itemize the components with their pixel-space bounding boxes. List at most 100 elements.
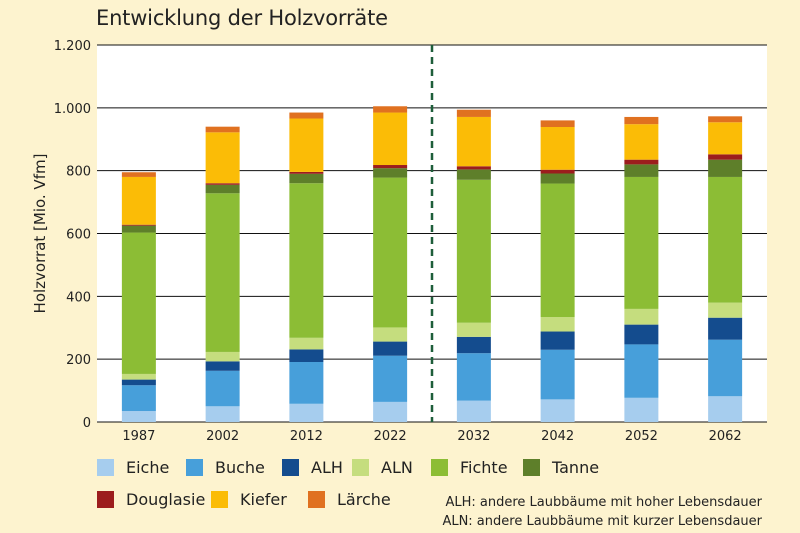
- footnote-aln: ALN: andere Laubbäume mit kurzer Lebensd…: [442, 514, 762, 529]
- bar-douglasie-2022: [373, 165, 408, 169]
- bar-douglasie-2062: [708, 154, 743, 160]
- bar-douglasie-2012: [289, 171, 324, 174]
- bar-eiche-1987: [121, 411, 156, 422]
- x-tick-label: 2042: [541, 429, 574, 444]
- legend-item-fichte: Fichte: [431, 458, 508, 477]
- bar-aln-2032: [456, 322, 491, 337]
- bar-fichte-1987: [121, 232, 156, 374]
- x-tick-label: 2002: [206, 429, 239, 444]
- legend-item-douglasie: Douglasie: [97, 490, 205, 509]
- y-tick-label: 1.000: [54, 102, 91, 117]
- legend-label-kiefer: Kiefer: [240, 490, 287, 509]
- bar-aln-2062: [708, 302, 743, 318]
- bar-alh-2012: [289, 349, 324, 362]
- bar-buche-1987: [121, 385, 156, 412]
- bar-alh-2022: [373, 341, 408, 356]
- bar-kiefer-2012: [289, 118, 324, 172]
- y-tick-label: 200: [66, 353, 91, 368]
- legend-item-aln: ALN: [352, 458, 413, 477]
- legend-item-tanne: Tanne: [523, 458, 599, 477]
- bar-buche-2022: [373, 355, 408, 402]
- bar-buche-2032: [456, 353, 491, 401]
- bar-aln-1987: [121, 373, 156, 380]
- legend-item-eiche: Eiche: [97, 458, 169, 477]
- legend-label-douglasie: Douglasie: [126, 490, 206, 509]
- bar-kiefer-2032: [456, 116, 491, 167]
- bar-tanne-2062: [708, 159, 743, 177]
- legend-label-laerche: Lärche: [337, 490, 391, 509]
- bar-fichte-2022: [373, 177, 408, 328]
- bar-eiche-2002: [205, 406, 240, 422]
- bar-tanne-1987: [121, 225, 156, 233]
- x-tick-label: 2032: [457, 429, 490, 444]
- bar-eiche-2042: [540, 399, 575, 422]
- bar-kiefer-2052: [624, 124, 659, 160]
- bar-lrche-2042: [540, 120, 575, 127]
- bar-eiche-2022: [373, 401, 408, 422]
- x-tick-label: 2062: [709, 429, 742, 444]
- bar-aln-2052: [624, 308, 659, 325]
- bar-kiefer-1987: [121, 176, 156, 225]
- bar-douglasie-1987: [121, 224, 156, 226]
- bar-alh-2002: [205, 361, 240, 371]
- bar-douglasie-2002: [205, 183, 240, 185]
- bar-lrche-2012: [289, 112, 324, 119]
- bar-fichte-2042: [540, 183, 575, 318]
- legend-label-buche: Buche: [215, 458, 265, 477]
- bar-aln-2022: [373, 327, 408, 342]
- y-tick-label: 600: [66, 228, 91, 243]
- bar-lrche-2052: [624, 116, 659, 125]
- bar-lrche-2032: [456, 109, 491, 117]
- legend-label-eiche: Eiche: [126, 458, 170, 477]
- bar-fichte-2012: [289, 183, 324, 338]
- bar-alh-1987: [121, 379, 156, 386]
- legend-item-alh: ALH: [282, 458, 343, 477]
- legend-label-fichte: Fichte: [460, 458, 508, 477]
- bar-alh-2032: [456, 336, 491, 354]
- bar-lrche-2062: [708, 116, 743, 123]
- legend-item-kiefer: Kiefer: [211, 490, 287, 509]
- x-tick-label: 2012: [290, 429, 323, 444]
- bar-buche-2062: [708, 339, 743, 397]
- y-tick-label: 1.200: [54, 39, 91, 54]
- bar-lrche-2022: [373, 106, 408, 113]
- bar-douglasie-2052: [624, 159, 659, 165]
- bar-lrche-2002: [205, 126, 240, 133]
- x-tick-label: 2052: [625, 429, 658, 444]
- bar-tanne-2042: [540, 173, 575, 184]
- chart-title: Entwicklung der Holzvorräte: [96, 6, 388, 30]
- legend-item-laerche: Lärche: [308, 490, 391, 509]
- bar-tanne-2012: [289, 173, 324, 184]
- bar-alh-2052: [624, 324, 659, 345]
- legend-label-aln: ALN: [381, 458, 413, 477]
- bar-fichte-2052: [624, 176, 659, 309]
- bar-kiefer-2042: [540, 126, 575, 170]
- bar-alh-2042: [540, 331, 575, 350]
- y-tick-label: 0: [83, 416, 91, 431]
- footnote-alh: ALH: andere Laubbäume mit hoher Lebensda…: [445, 495, 762, 510]
- legend-swatch-douglasie: [97, 491, 114, 508]
- bar-buche-2042: [540, 349, 575, 400]
- bar-eiche-2052: [624, 397, 659, 422]
- bar-eiche-2012: [289, 403, 324, 422]
- bar-tanne-2002: [205, 184, 240, 194]
- legend-label-tanne: Tanne: [552, 458, 600, 477]
- bar-eiche-2062: [708, 396, 743, 422]
- bar-fichte-2002: [205, 193, 240, 352]
- bar-kiefer-2022: [373, 112, 408, 166]
- legend-swatch-laerche: [308, 491, 325, 508]
- bar-fichte-2062: [708, 176, 743, 303]
- bar-tanne-2032: [456, 169, 491, 180]
- legend-label-alh: ALH: [311, 458, 343, 477]
- y-axis-label: Holzvorrat [Mio. Vfm]: [31, 154, 49, 314]
- bar-tanne-2022: [373, 168, 408, 178]
- legend-swatch-aln: [352, 459, 369, 476]
- legend-swatch-eiche: [97, 459, 114, 476]
- bar-fichte-2032: [456, 179, 491, 323]
- bar-douglasie-2042: [540, 169, 575, 174]
- bar-aln-2012: [289, 337, 324, 350]
- bar-alh-2062: [708, 317, 743, 340]
- bar-lrche-1987: [121, 172, 156, 177]
- legend-swatch-kiefer: [211, 491, 228, 508]
